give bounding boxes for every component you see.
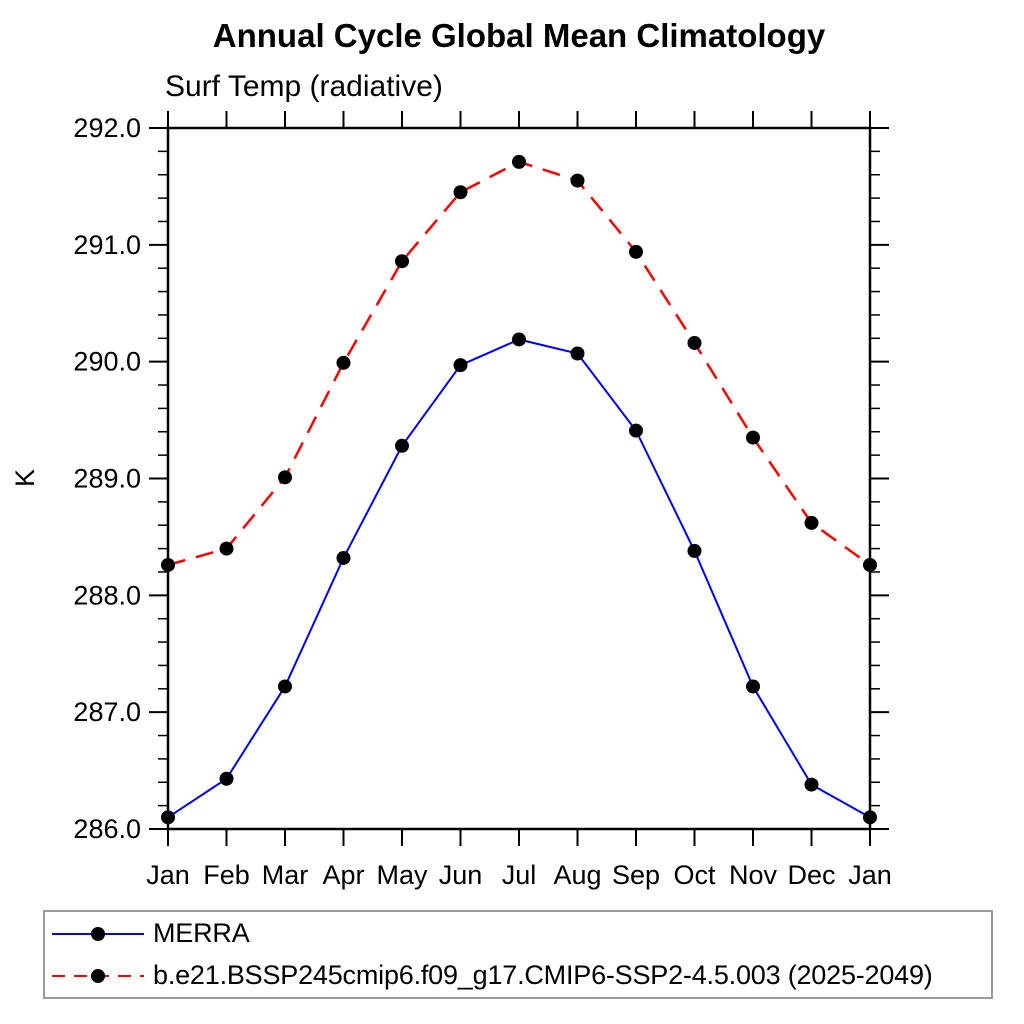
legend-item-merra: MERRA	[45, 914, 991, 954]
x-tick-label: Sep	[612, 860, 660, 890]
axes	[149, 111, 889, 846]
x-tick-label: Jan	[848, 860, 892, 890]
data-point-marker	[570, 173, 585, 188]
x-tick-label: Jan	[146, 860, 190, 890]
x-tick-label: Apr	[322, 860, 364, 890]
data-point-marker	[395, 254, 409, 269]
data-point-marker	[863, 810, 877, 825]
x-tick-label: Jul	[502, 860, 537, 890]
data-point-marker	[629, 423, 643, 438]
y-tick-label: 287.0	[73, 697, 141, 727]
y-tick-label: 289.0	[73, 464, 141, 494]
chart-title: Annual Cycle Global Mean Climatology	[213, 17, 826, 54]
data-point-marker	[219, 541, 234, 556]
data-point-marker	[512, 332, 526, 347]
data-point-marker	[278, 679, 292, 694]
x-tick-label: Jun	[439, 860, 483, 890]
data-series	[161, 154, 877, 825]
data-point-marker	[336, 550, 351, 565]
y-tick-label: 288.0	[73, 580, 141, 610]
annual-cycle-chart: Annual Cycle Global Mean Climatology Sur…	[10, 17, 892, 890]
data-point-marker	[395, 438, 409, 453]
series-line-merra	[167, 338, 871, 819]
data-point-marker	[453, 358, 468, 373]
x-tick-label: Feb	[203, 860, 250, 890]
legend-item-model: b.e21.BSSP245cmip6.f09_g17.CMIP6-SSP2-4.…	[45, 956, 991, 996]
merra-marker-icon	[91, 926, 105, 941]
data-point-marker	[629, 244, 643, 259]
x-tick-label: Aug	[553, 860, 601, 890]
model-line-icon	[52, 968, 144, 983]
x-tick-label: May	[376, 860, 428, 890]
tick-labels: Jan Feb Mar Apr May Jun Jul Aug Sep Oct Nov Dec Jan2…	[73, 113, 891, 890]
merra-line-icon	[52, 926, 144, 941]
model-marker-icon	[91, 968, 105, 983]
data-point-marker	[161, 810, 175, 825]
series-line-model	[167, 160, 871, 567]
data-point-marker	[687, 543, 702, 558]
legend-label-model: b.e21.BSSP245cmip6.f09_g17.CMIP6-SSP2-4.…	[153, 960, 933, 990]
data-point-marker	[570, 346, 585, 361]
data-point-marker	[863, 557, 877, 572]
chart-subtitle: Surf Temp (radiative)	[165, 70, 443, 103]
data-point-marker	[161, 557, 175, 572]
legend-label-merra: MERRA	[153, 918, 250, 948]
data-point-marker	[804, 777, 819, 792]
data-point-marker	[746, 679, 760, 694]
data-point-marker	[687, 335, 702, 350]
x-tick-label: Oct	[673, 860, 716, 890]
data-point-marker	[804, 515, 819, 530]
data-point-marker	[453, 185, 468, 200]
x-tick-label: Mar	[262, 860, 309, 890]
data-point-marker	[746, 430, 760, 445]
x-tick-label: Nov	[729, 860, 778, 890]
y-tick-label: 286.0	[73, 814, 141, 844]
data-point-marker	[512, 154, 526, 169]
data-point-marker	[278, 470, 292, 485]
y-tick-label: 290.0	[73, 347, 141, 377]
x-tick-label: Dec	[787, 860, 835, 890]
y-tick-label: 292.0	[73, 113, 141, 143]
y-axis-label: K	[10, 469, 40, 487]
y-tick-label: 291.0	[73, 230, 141, 260]
plot-frame	[166, 126, 872, 831]
data-point-marker	[219, 771, 234, 786]
legend: MERRA b.e21.BSSP245cmip6.f09_g17.CMIP6-S…	[43, 910, 993, 999]
data-point-marker	[336, 355, 351, 370]
